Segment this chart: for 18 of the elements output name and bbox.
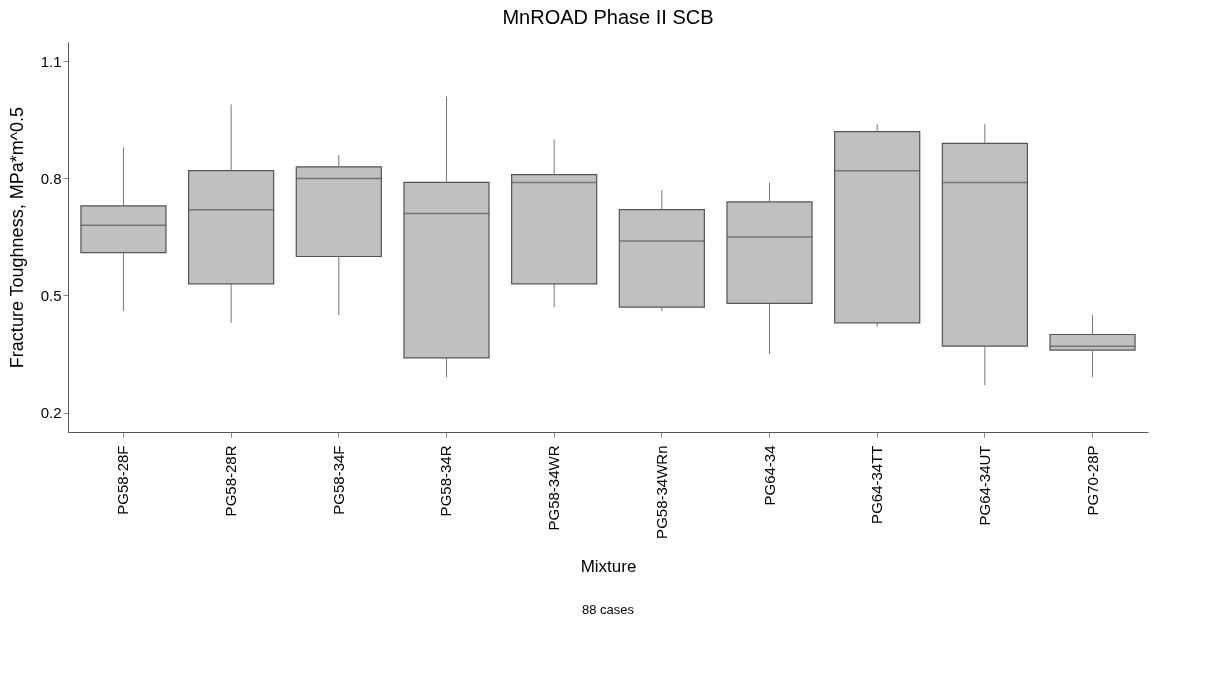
x-tick-label: PG58-28F	[114, 445, 132, 515]
x-tick-label: PG58-34WRn	[652, 445, 670, 539]
y-axis-title: Fracture Toughness, MPa*m^0.5	[6, 106, 27, 369]
x-tick-label: PG64-34TT	[868, 445, 886, 524]
x-tick-label: PG70-28P	[1083, 445, 1101, 516]
y-tick-label: 0.2	[40, 404, 62, 421]
x-tick-label: PG64-34	[760, 445, 778, 506]
text: 88 cases	[581, 602, 635, 617]
x-tick-label: PG64-34UT	[975, 445, 993, 526]
chart-title: MnROAD Phase II SCB	[502, 6, 714, 28]
x-tick-label: PG58-34R	[437, 445, 455, 517]
y-tick-label: 1.1	[40, 53, 62, 70]
x-tick-label: PG58-34F	[329, 445, 347, 515]
y-tick-label: 0.8	[40, 170, 62, 187]
x-tick-label: PG58-28R	[222, 445, 240, 517]
x-tick-label: PG58-34WR	[545, 445, 563, 531]
x-axis-title: Mixture	[580, 556, 637, 576]
y-tick-label: 0.5	[40, 287, 62, 304]
